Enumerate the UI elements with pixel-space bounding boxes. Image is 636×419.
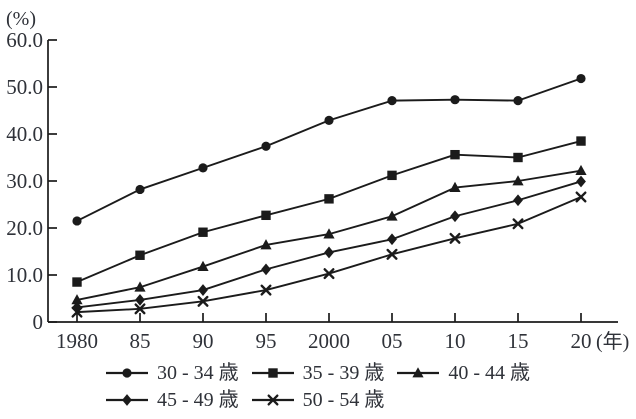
x-axis-tick-label: 15	[508, 329, 529, 353]
data-point-marker	[575, 191, 587, 203]
data-point-marker	[135, 294, 145, 306]
legend-label-45-49: 45 - 49 歳	[157, 388, 239, 411]
x-axis-tick-label: 90	[193, 329, 214, 353]
data-point-marker	[135, 250, 145, 260]
data-point-marker	[575, 164, 587, 176]
legend-square-marker-icon	[251, 367, 294, 378]
data-point-marker	[386, 248, 398, 260]
data-point-marker	[323, 228, 335, 239]
legend-label-35-39: 35 - 39 歳	[302, 361, 385, 384]
data-point-marker	[324, 115, 334, 125]
legend-marker-glyph	[267, 367, 278, 378]
data-point-marker	[261, 210, 271, 221]
chart-legend: 30 - 34 歳 35 - 39 歳 40 - 44 歳 45 - 49 歳 …	[0, 359, 636, 413]
data-point-marker	[197, 260, 209, 271]
data-point-marker	[261, 141, 271, 151]
data-point-marker	[72, 216, 82, 226]
y-axis-unit-label: (%)	[6, 8, 36, 30]
legend-item-50-54: 50 - 54 歳	[251, 388, 385, 411]
data-point-marker	[449, 232, 461, 244]
data-point-marker	[449, 181, 461, 192]
legend-marker-glyph	[412, 366, 424, 377]
series-line	[76, 140, 582, 283]
legend-item-45-49: 45 - 49 歳	[106, 390, 239, 410]
y-axis-tick-label: 10.0	[6, 263, 43, 287]
legend-label-50-54: 50 - 54 歳	[302, 388, 385, 411]
y-axis-tick-label: 0	[33, 310, 44, 334]
legend-item-30-34: 30 - 34 歳	[106, 363, 239, 383]
series-circle	[72, 73, 586, 226]
x-axis-tick-label: 95	[256, 329, 277, 353]
legend-label-40-44: 40 - 44 歳	[448, 361, 531, 384]
legend-marker-glyph	[267, 394, 279, 406]
x-axis-tick-label: 85	[130, 329, 151, 353]
data-point-marker	[387, 233, 397, 246]
legend-triangle-marker-icon	[397, 366, 440, 377]
legend-diamond-marker-icon	[106, 393, 148, 406]
data-point-marker	[513, 96, 523, 106]
data-point-marker	[576, 136, 586, 146]
series-triangle	[71, 164, 587, 305]
data-point-marker	[450, 95, 460, 105]
series-diamond	[72, 175, 586, 314]
data-point-marker	[324, 246, 334, 259]
legend-row-2: 45 - 49 歳 50 - 54 歳	[106, 386, 636, 413]
data-point-marker	[197, 295, 209, 307]
data-point-marker	[72, 277, 82, 287]
data-point-marker	[198, 163, 208, 173]
series-x	[71, 191, 587, 318]
y-axis-tick-label: 60.0	[6, 28, 43, 52]
data-point-marker	[387, 170, 397, 181]
x-axis-tick-label: 1980	[56, 329, 98, 353]
data-point-marker	[576, 73, 586, 84]
data-point-marker	[513, 194, 523, 207]
x-axis-tick-label: 2000	[308, 329, 350, 353]
y-axis-tick-label: 40.0	[6, 122, 43, 146]
data-point-marker	[261, 263, 271, 276]
data-point-marker	[260, 284, 272, 296]
legend-item-35-39: 35 - 39 歳	[251, 361, 385, 384]
legend-marker-glyph	[122, 393, 132, 406]
y-axis-tick-label: 20.0	[6, 216, 43, 240]
data-point-marker	[198, 284, 208, 296]
data-point-marker	[513, 152, 523, 163]
data-point-marker	[387, 96, 397, 106]
data-point-marker	[71, 294, 83, 305]
data-point-marker	[324, 194, 334, 204]
data-point-marker	[72, 301, 82, 314]
data-point-marker	[134, 281, 146, 292]
x-axis-tick-label: 05	[382, 329, 403, 353]
axes	[47, 40, 618, 323]
data-point-marker	[386, 210, 398, 221]
data-point-marker	[512, 175, 524, 186]
line-chart: 0 10.0 20.0 30.0 40.0 50.0 60.0 1980 85 90 95 2000 0…	[6, 8, 629, 353]
legend-x-marker-icon	[251, 394, 294, 406]
data-point-marker	[135, 184, 145, 195]
x-axis-tick-label: 10	[445, 329, 466, 353]
legend-item-40-44: 40 - 44 歳	[397, 363, 530, 383]
data-point-marker	[450, 149, 460, 160]
legend-marker-glyph	[122, 367, 132, 378]
data-point-marker	[198, 227, 208, 237]
data-point-marker	[512, 218, 524, 230]
data-point-marker	[134, 303, 146, 315]
data-point-marker	[260, 239, 272, 250]
y-axis-tick-label: 30.0	[6, 169, 43, 193]
legend-circle-marker-icon	[106, 367, 148, 378]
legend-row-1: 30 - 34 歳 35 - 39 歳 40 - 44 歳	[106, 359, 636, 386]
y-axis-tick-label: 50.0	[6, 75, 43, 99]
data-point-marker	[323, 268, 335, 280]
data-point-marker	[576, 175, 586, 188]
data-point-marker	[71, 306, 83, 318]
legend-label-30-34: 30 - 34 歳	[157, 361, 239, 384]
x-axis-tick-label: 20	[571, 329, 592, 353]
series-square	[72, 136, 586, 287]
data-point-marker	[450, 210, 460, 223]
x-axis-unit-label: (年)	[596, 330, 629, 353]
